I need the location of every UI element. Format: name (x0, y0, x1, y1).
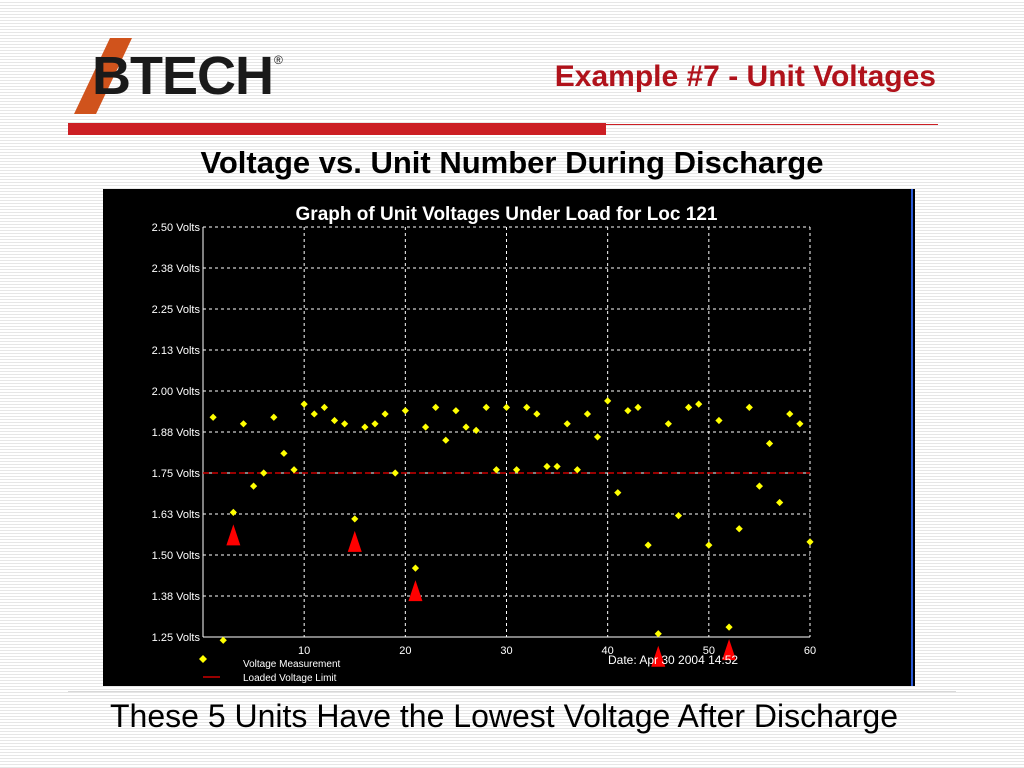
title-underline-thin (606, 124, 938, 125)
y-tick-label: 2.50 Volts (152, 222, 201, 234)
btech-logo: BTECH ® (74, 38, 283, 114)
data-point (391, 469, 399, 477)
data-point (411, 564, 420, 572)
data-point (249, 482, 258, 490)
data-point (361, 423, 369, 431)
x-tick-label: 60 (804, 645, 816, 657)
x-tick-label: 10 (298, 645, 310, 657)
y-tick-label: 1.38 Volts (152, 591, 201, 603)
data-point (553, 462, 561, 471)
data-point (755, 482, 764, 490)
data-point (219, 636, 227, 644)
data-point (351, 515, 359, 523)
y-tick-label: 1.88 Volts (152, 427, 201, 439)
low-voltage-marker (722, 639, 737, 661)
data-point (695, 400, 703, 408)
chart-subtitle: Voltage vs. Unit Number During Discharge (200, 145, 824, 180)
data-point (229, 508, 237, 516)
data-point (371, 420, 379, 428)
voltage-chart: Graph of Unit Voltages Under Load for Lo… (103, 189, 915, 686)
legend-voltage-label: Voltage Measurement (243, 659, 341, 670)
low-voltage-marker (651, 645, 666, 667)
data-point (735, 525, 743, 533)
data-point (239, 420, 248, 428)
chart-background (103, 189, 915, 686)
x-tick-label: 40 (602, 645, 614, 657)
slide-title: Example #7 - Unit Voltages (554, 60, 936, 93)
data-point (381, 410, 389, 418)
y-tick-label: 1.25 Volts (152, 632, 201, 644)
low-voltage-marker (347, 530, 362, 552)
data-point (644, 541, 652, 549)
data-point (796, 420, 804, 428)
logo-registered-mark: ® (274, 53, 283, 67)
bottom-divider (68, 691, 956, 692)
data-point (765, 439, 774, 448)
data-point (260, 469, 268, 477)
data-point (776, 498, 784, 507)
data-point (401, 407, 409, 415)
y-tick-label: 2.38 Volts (152, 263, 201, 275)
data-point (624, 407, 632, 415)
data-point (442, 436, 450, 444)
data-point (604, 397, 612, 405)
data-point (209, 413, 217, 421)
slide-caption: These 5 Units Have the Lowest Voltage Af… (110, 698, 898, 734)
data-point (543, 462, 551, 471)
data-point (806, 538, 814, 546)
y-tick-label: 1.50 Volts (152, 550, 201, 562)
data-point (654, 630, 662, 638)
data-point (573, 466, 581, 474)
data-point (492, 466, 500, 474)
logo-wordmark: BTECH (92, 46, 273, 106)
y-tick-label: 1.63 Volts (152, 509, 201, 521)
data-point (705, 541, 713, 549)
x-tick-label: 50 (703, 645, 715, 657)
y-tick-label: 2.00 Volts (152, 386, 201, 398)
data-point (452, 407, 460, 415)
data-point (583, 410, 592, 418)
low-voltage-marker (226, 524, 241, 546)
data-point (523, 403, 531, 411)
data-point (664, 420, 672, 428)
y-tick-label: 2.25 Volts (152, 304, 201, 316)
data-point (725, 623, 733, 631)
legend-limit-label: Loaded Voltage Limit (243, 673, 337, 684)
chart-date-annotation: Date: Apr 30 2004 14:52 (608, 653, 738, 667)
data-point (513, 466, 521, 474)
x-tick-label: 30 (500, 645, 512, 657)
title-underline-thick (68, 123, 606, 135)
data-point (674, 512, 683, 520)
data-point (300, 400, 308, 408)
chart-svg: Graph of Unit Voltages Under Load for Lo… (103, 189, 915, 686)
data-point (330, 416, 339, 425)
x-tick-label: 20 (399, 645, 411, 657)
data-point (614, 489, 622, 497)
low-voltage-marker (408, 580, 423, 602)
logo-slash (74, 38, 132, 114)
data-point (533, 410, 541, 418)
chart-title: Graph of Unit Voltages Under Load for Lo… (296, 204, 718, 225)
data-point (563, 420, 571, 428)
data-point (290, 466, 298, 474)
y-tick-label: 2.13 Volts (152, 345, 201, 357)
y-tick-label: 1.75 Volts (152, 468, 201, 480)
legend-voltage-swatch (199, 655, 207, 663)
